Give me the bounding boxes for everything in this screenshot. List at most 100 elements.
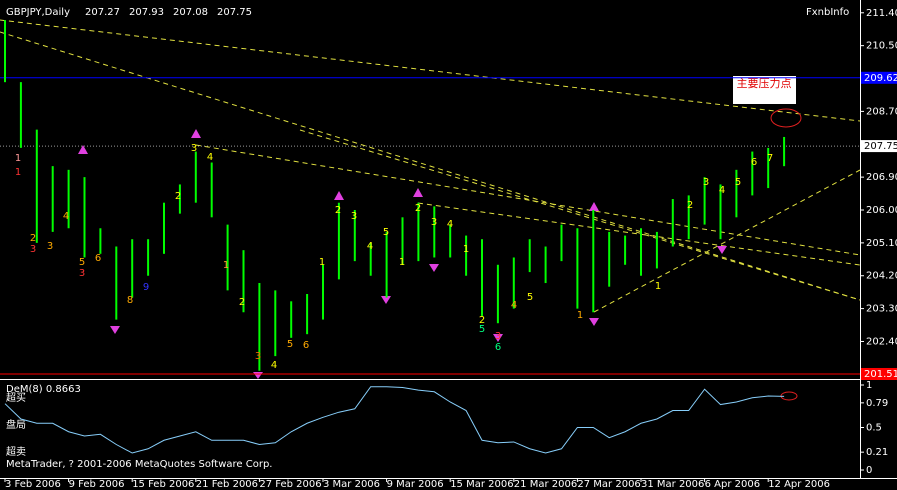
down-arrow <box>110 326 120 334</box>
y-tick-label: 205.10 <box>866 238 897 249</box>
wave-label: 1 <box>655 281 661 292</box>
y-tick-label: 211.40 <box>866 8 897 19</box>
level-label: 209.62 <box>864 73 897 84</box>
down-arrow <box>493 334 503 342</box>
wave-label: 2 <box>415 203 421 214</box>
level-label-box <box>861 71 897 84</box>
y-tick-label: 0.21 <box>866 447 888 458</box>
wave-label: 2 <box>239 297 245 308</box>
x-tick-label: 27 Mar 2006 <box>577 479 640 490</box>
wave-label: 2 <box>335 205 341 216</box>
wave-label: 5 <box>735 177 741 188</box>
source: FxnbInfo <box>806 7 849 18</box>
wave-label: 4 <box>271 360 277 371</box>
wave-label: 9 <box>143 282 149 293</box>
y-tick-label: 0.5 <box>866 423 882 434</box>
trendline <box>299 129 861 301</box>
wave-label: 4 <box>207 152 213 163</box>
indicator-title: DeM(8) 0.8663 <box>6 384 81 395</box>
wave-label: 4 <box>511 300 517 311</box>
indicator-line <box>4 386 785 454</box>
x-tick-label: 21 Mar 2006 <box>514 479 577 490</box>
wave-label: 3 <box>703 177 709 188</box>
wave-label: 4 <box>63 211 69 222</box>
y-tick-label: 1 <box>866 380 872 391</box>
down-arrow <box>381 296 391 304</box>
wave-label: 5 <box>287 339 293 350</box>
wave-label: 8 <box>127 295 133 306</box>
y-tick-label: 206.00 <box>866 205 897 216</box>
down-arrow <box>429 264 439 272</box>
x-tick-label: 3 Feb 2006 <box>5 479 61 490</box>
down-arrow <box>717 246 727 254</box>
readout-value: 207.27 <box>85 7 120 18</box>
down-arrow <box>589 318 599 326</box>
wave-label: 5 <box>383 227 389 238</box>
y-tick-label: 203.30 <box>866 304 897 315</box>
y-tick-label: 0 <box>866 465 872 476</box>
x-tick-label: 6 Apr 2006 <box>705 479 760 490</box>
wave-label: 5 <box>479 324 485 335</box>
wave-label: 1 <box>399 257 405 268</box>
note-box <box>733 76 796 104</box>
wave-label: 2 <box>30 233 36 244</box>
note: 主要压力点 <box>737 77 792 90</box>
up-arrow <box>78 145 88 154</box>
y-tick-label: 204.20 <box>866 271 897 282</box>
wave-label: 6 <box>95 253 101 264</box>
trendline <box>0 31 861 301</box>
up-arrow <box>191 129 201 138</box>
wave-label: 3 <box>30 244 36 255</box>
wave-label: 5 <box>527 292 533 303</box>
wave-label: 1 <box>463 244 469 255</box>
y-tick-label: 206.90 <box>866 172 897 183</box>
x-tick-label: 15 Feb 2006 <box>132 479 194 490</box>
zone-label: 超卖 <box>6 445 26 458</box>
readout-value: 207.75 <box>217 7 252 18</box>
wave-label: 2 <box>479 315 485 326</box>
wave-label: 5 <box>79 257 85 268</box>
x-tick-label: 9 Mar 2006 <box>387 479 444 490</box>
x-tick-label: 21 Feb 2006 <box>196 479 258 490</box>
wave-label: 3 <box>431 217 437 228</box>
level-label: 201.51 <box>864 369 897 380</box>
zone-label: 超买 <box>6 391 26 404</box>
x-tick-label: 31 Mar 2006 <box>641 479 704 490</box>
trendline <box>417 202 861 266</box>
wave-label: 2 <box>687 200 693 211</box>
wave-label: 1 <box>319 257 325 268</box>
wave-label: 3 <box>191 143 197 154</box>
y-tick-label: 208.70 <box>866 106 897 117</box>
x-tick-label: 9 Feb 2006 <box>69 479 125 490</box>
wave-label: 3 <box>47 241 53 252</box>
readout-value: 207.08 <box>173 7 208 18</box>
wave-label: 1 <box>223 260 229 271</box>
highlight-ellipse <box>770 108 802 128</box>
wave-label: 4 <box>719 185 725 196</box>
wave-label: 6 <box>751 157 757 168</box>
wave-label: 1 <box>15 153 21 164</box>
trendline <box>0 19 861 122</box>
zone-label: 盘局 <box>6 418 26 431</box>
level-label: 207.75 <box>864 141 897 152</box>
y-tick-label: 210.50 <box>866 41 897 52</box>
level-label-box <box>861 140 897 153</box>
x-tick-label: 15 Mar 2006 <box>450 479 513 490</box>
up-arrow <box>413 188 423 197</box>
x-tick-label: 12 Apr 2006 <box>768 479 830 490</box>
wave-label: 4 <box>367 241 373 252</box>
x-tick-label: 3 Mar 2006 <box>323 479 380 490</box>
wave-label: 1 <box>15 167 21 178</box>
trendlines <box>0 19 861 313</box>
chart-title: GBPJPY,Daily <box>6 7 70 18</box>
wave-label: 3 <box>351 211 357 222</box>
wave-label: 7 <box>767 153 773 164</box>
trendline <box>195 144 861 256</box>
x-tick-label: 27 Feb 2006 <box>259 479 321 490</box>
level-label-box <box>861 367 897 380</box>
wave-label: 3 <box>79 268 85 279</box>
up-arrow <box>589 202 599 211</box>
wave-label: 6 <box>495 342 501 353</box>
